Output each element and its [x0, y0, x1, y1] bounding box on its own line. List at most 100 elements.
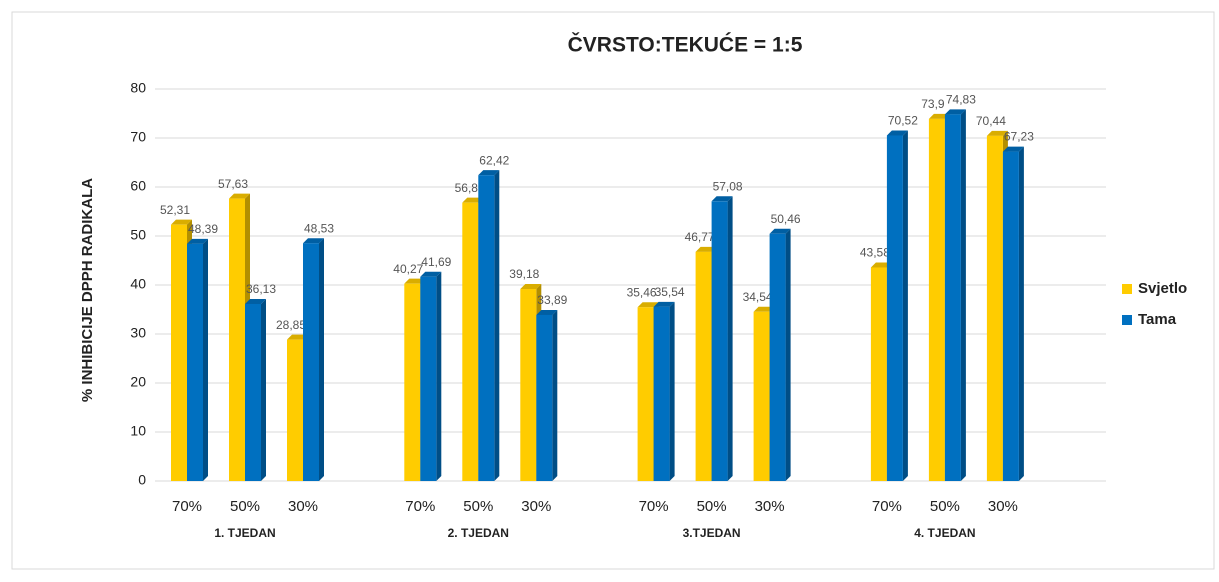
bar — [171, 224, 187, 481]
bar — [520, 289, 537, 481]
x-tick-label: 30% — [288, 498, 318, 515]
x-tick-label: 30% — [988, 498, 1018, 515]
group-label: 3.TJEDAN — [683, 526, 741, 540]
legend-swatch — [1122, 284, 1132, 294]
y-tick-label: 50 — [130, 227, 146, 243]
group-label: 1. TJEDAN — [214, 526, 275, 540]
value-label: 70,52 — [888, 114, 918, 128]
value-label: 57,08 — [713, 179, 743, 193]
bar-top — [478, 170, 500, 176]
value-label: 50,46 — [771, 212, 801, 226]
bar — [986, 135, 1003, 481]
bar-top — [753, 306, 775, 312]
bar — [420, 276, 437, 481]
x-tick-label: 70% — [172, 498, 202, 515]
bar-side — [261, 298, 266, 481]
chart-title: ČVRSTO:TEKUĆE = 1:5 — [568, 33, 803, 57]
bar-top — [711, 196, 733, 202]
bar-top — [303, 238, 324, 244]
group-label: 4. TJEDAN — [914, 526, 975, 540]
bar — [653, 306, 670, 481]
bar — [928, 118, 945, 481]
y-tick-label: 10 — [130, 423, 146, 439]
legend-swatch — [1122, 315, 1132, 325]
value-label: 33,89 — [537, 293, 567, 307]
value-label: 73,9 — [921, 97, 945, 111]
x-tick-label: 70% — [405, 498, 435, 515]
bar-top — [928, 113, 950, 119]
bar-side — [552, 309, 558, 481]
bar — [886, 135, 903, 481]
value-label: 48,53 — [304, 221, 334, 235]
bar-top — [695, 246, 717, 252]
bar-side — [727, 196, 733, 482]
bar-top — [229, 193, 250, 199]
value-label: 48,39 — [188, 222, 218, 236]
bar-top — [653, 301, 675, 307]
bar-top — [986, 130, 1008, 136]
bar — [478, 175, 495, 481]
group-label: 2. TJEDAN — [448, 526, 509, 540]
value-label: 70,44 — [976, 114, 1006, 128]
bar-top — [462, 197, 484, 203]
bar-top — [1002, 146, 1024, 152]
bar-top — [637, 302, 659, 308]
value-label: 74,83 — [946, 93, 976, 107]
bar-side — [785, 228, 791, 481]
bar-top — [187, 238, 208, 244]
y-tick-label: 0 — [138, 472, 146, 488]
bar-top — [287, 334, 308, 340]
bar-side — [960, 109, 966, 481]
value-label: 28,85 — [276, 318, 306, 332]
bar — [695, 251, 712, 481]
bar — [245, 303, 261, 481]
x-tick-label: 70% — [872, 498, 902, 515]
bar — [404, 283, 421, 481]
x-tick-label: 30% — [521, 498, 551, 515]
bar — [1002, 151, 1019, 481]
x-tick-label: 50% — [697, 498, 727, 515]
bar — [769, 233, 786, 481]
x-tick-label: 70% — [639, 498, 669, 515]
y-tick-label: 40 — [130, 276, 146, 292]
value-label: 34,54 — [743, 290, 773, 304]
x-tick-label: 30% — [755, 498, 785, 515]
value-label: 39,18 — [509, 267, 539, 281]
bar — [711, 201, 728, 482]
value-label: 41,69 — [421, 255, 451, 269]
x-tick-label: 50% — [930, 498, 960, 515]
value-label: 56,8 — [455, 181, 479, 195]
value-label: 62,42 — [479, 153, 509, 167]
y-tick-label: 20 — [130, 374, 146, 390]
bar — [462, 202, 479, 481]
value-label: 36,13 — [246, 282, 276, 296]
bar-side — [494, 170, 500, 481]
value-label: 40,27 — [393, 262, 423, 276]
bar — [637, 307, 654, 481]
value-label: 35,46 — [627, 285, 657, 299]
bar — [753, 311, 770, 481]
bar — [536, 314, 553, 481]
bar-side — [203, 238, 208, 481]
bar-top — [870, 262, 892, 268]
legend-label: Svjetlo — [1138, 280, 1187, 297]
bar-top — [245, 298, 266, 304]
legend-label: Tama — [1138, 311, 1177, 328]
bar-top — [944, 109, 966, 115]
bar-top — [171, 219, 192, 225]
value-label: 57,63 — [218, 177, 248, 191]
value-label: 43,58 — [860, 246, 890, 260]
x-tick-label: 50% — [463, 498, 493, 515]
value-label: 52,31 — [160, 203, 190, 217]
bar-top — [886, 130, 908, 136]
bar — [303, 243, 319, 481]
bar — [287, 339, 303, 481]
value-label: 35,54 — [655, 285, 685, 299]
bar-top — [420, 271, 442, 277]
bar-top — [536, 309, 558, 315]
bar-side — [669, 301, 675, 481]
value-label: 46,77 — [685, 230, 715, 244]
bar-top — [769, 228, 791, 234]
y-tick-label: 70 — [130, 129, 146, 145]
